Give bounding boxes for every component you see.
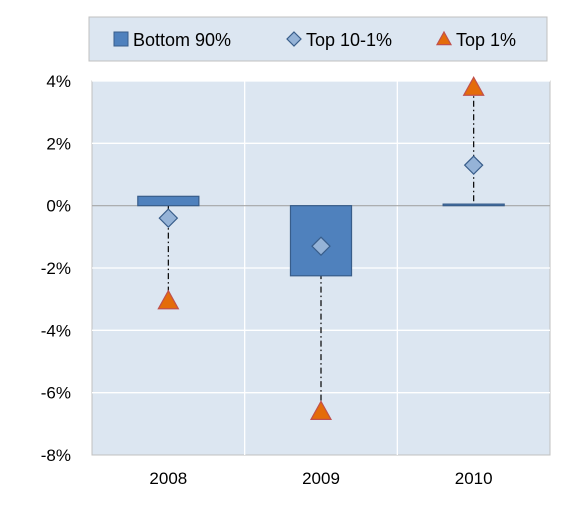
marker-top-10-1pct-2010 xyxy=(463,155,484,175)
markers xyxy=(157,75,485,420)
legend-label-bottom-90pct: Bottom 90% xyxy=(133,30,231,50)
x-axis: 2008 2009 2010 xyxy=(149,469,492,488)
x-tick-label-2009: 2009 xyxy=(302,469,340,488)
bar-bottom-90pct-2010 xyxy=(442,203,505,207)
marker-top-1pct-2009 xyxy=(309,400,333,420)
legend-box xyxy=(88,16,548,62)
legend: Bottom 90% Top 10-1% Top 1% xyxy=(113,30,516,50)
y-tick-label: -2% xyxy=(41,259,71,278)
marker-top-1pct-2010 xyxy=(462,75,485,96)
y-tick-label: -6% xyxy=(41,384,71,403)
bars xyxy=(137,195,505,277)
bar-bottom-90pct-2008 xyxy=(137,195,200,207)
marker-top-10-1pct-2009 xyxy=(311,236,331,257)
legend-symbol-top-10-1pct xyxy=(286,31,302,47)
legend-symbol-top-1pct xyxy=(435,30,453,46)
marker-top-1pct-2008 xyxy=(157,289,180,310)
y-tick-label: 4% xyxy=(46,72,71,91)
y-axis: 4% 2% 0% -2% -4% -6% -8% xyxy=(41,72,71,465)
legend-label-top-1pct: Top 1% xyxy=(456,30,516,50)
legend-label-top-10-1pct: Top 10-1% xyxy=(306,30,392,50)
y-tick-label: -4% xyxy=(41,321,71,340)
marker-top-10-1pct-2008 xyxy=(158,208,179,228)
x-tick-label-2010: 2010 xyxy=(455,469,493,488)
x-tick-label-2008: 2008 xyxy=(149,469,187,488)
y-tick-label: 2% xyxy=(46,134,71,153)
legend-symbol-bottom-90pct xyxy=(113,31,129,47)
y-tick-label: 0% xyxy=(46,197,71,216)
y-tick-label: -8% xyxy=(41,446,71,465)
